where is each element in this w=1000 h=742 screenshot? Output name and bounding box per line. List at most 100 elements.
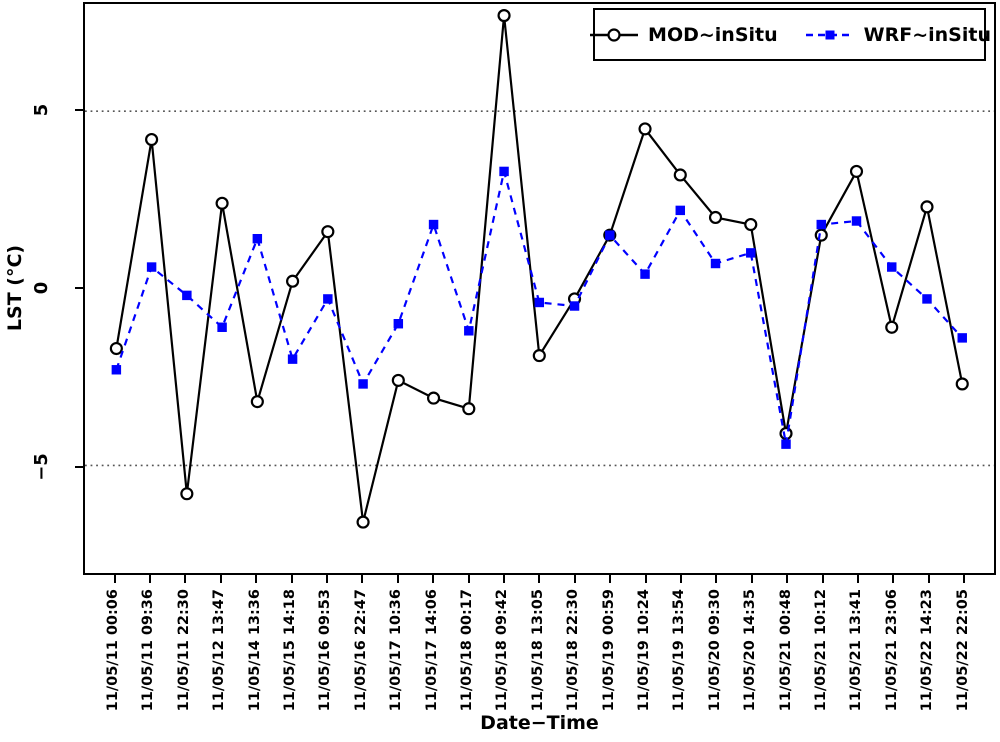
y-axis-label: −5	[31, 452, 52, 481]
x-axis-tick	[290, 575, 293, 583]
x-axis-tick	[573, 575, 576, 583]
x-axis-label: 11/05/14 13:36	[246, 589, 263, 712]
legend-sample-mod	[588, 26, 640, 44]
legend: MOD~inSitu WRF~inSitu	[590, 8, 991, 61]
x-axis-label: 11/05/15 14:18	[282, 589, 298, 712]
mod-marker	[849, 164, 864, 178]
wrf-marker	[569, 301, 580, 311]
wrf-marker	[464, 326, 474, 336]
mod-line	[115, 15, 964, 523]
wrf-marker	[710, 258, 721, 269]
wrf-marker	[252, 233, 263, 244]
x-axis-label: 11/05/19 10:24	[636, 589, 652, 712]
mod-marker	[145, 132, 159, 147]
mod-marker	[497, 9, 511, 23]
wrf-marker	[358, 379, 368, 389]
x-axis-label: 11/05/18 13:05	[529, 589, 546, 712]
wrf-marker	[640, 269, 650, 279]
wrf-marker	[428, 219, 439, 230]
mod-marker	[532, 349, 546, 363]
wrf-marker	[851, 216, 862, 226]
y-axis-title: LST (°C)	[4, 244, 26, 332]
y-axis-tick	[75, 287, 83, 290]
mod-marker	[885, 320, 899, 334]
x-axis-label: 11/05/22 14:23	[919, 589, 936, 712]
wrf-dash-square-icon	[805, 30, 854, 39]
wrf-marker	[287, 354, 298, 364]
wrf-marker	[781, 439, 791, 449]
x-axis-tick	[786, 575, 789, 583]
x-axis-label: 11/05/21 23:06	[883, 589, 900, 712]
x-axis-tick	[361, 575, 364, 583]
x-axis-tick	[927, 575, 930, 583]
mod-marker	[356, 515, 370, 529]
x-axis-tick	[856, 575, 859, 583]
wrf-marker	[217, 322, 227, 332]
wrf-marker	[499, 166, 509, 177]
mod-marker	[215, 196, 229, 210]
mod-marker	[180, 487, 194, 501]
mod-marker	[744, 217, 758, 232]
legend-label-wrf: WRF~inSitu	[863, 23, 991, 46]
x-axis-tick	[821, 575, 824, 583]
plot-area	[83, 2, 996, 575]
legend-label-mod: MOD~inSitu	[648, 23, 778, 46]
legend-sample-wrf	[804, 26, 856, 44]
wrf-marker	[182, 290, 192, 301]
x-axis-tick	[538, 575, 541, 583]
x-axis-label: 11/05/19 13:54	[671, 589, 688, 712]
mod-line-circle-icon	[590, 27, 639, 42]
x-axis-label: 11/05/18 22:30	[565, 589, 582, 712]
wrf-marker	[111, 365, 122, 375]
mod-marker	[638, 122, 652, 136]
x-axis-tick	[750, 575, 753, 583]
x-axis-tick	[255, 575, 258, 583]
x-axis-label: 11/05/18 09:42	[494, 589, 511, 712]
x-axis-label: 11/05/22 22:05	[954, 589, 971, 712]
wrf-marker	[957, 333, 967, 343]
x-axis-tick	[644, 575, 647, 583]
x-axis-tick	[113, 575, 116, 583]
x-axis-tick	[148, 575, 151, 583]
wrf-marker	[534, 297, 545, 308]
y-axis-tick	[75, 465, 83, 468]
x-axis-tick	[396, 575, 399, 583]
x-axis-label: 11/05/20 09:30	[706, 589, 723, 712]
y-axis-label: 0	[31, 282, 52, 295]
x-axis-label: 11/05/17 10:36	[388, 589, 405, 712]
x-axis-label: 11/05/16 22:47	[352, 589, 369, 712]
wrf-marker	[675, 205, 686, 216]
mod-marker	[673, 168, 687, 182]
wrf-marker	[887, 262, 897, 272]
mod-marker	[250, 395, 264, 409]
mod-marker	[321, 225, 335, 239]
x-axis-tick	[715, 575, 718, 583]
x-axis-tick	[219, 575, 222, 583]
mod-marker	[109, 341, 123, 356]
wrf-line	[115, 171, 964, 445]
x-axis-label: 11/05/18 00:17	[459, 589, 475, 712]
mod-marker	[920, 200, 934, 214]
mod-marker	[955, 377, 969, 391]
x-axis-title: Date−Time	[480, 712, 599, 734]
x-axis-tick	[609, 575, 612, 583]
mod-marker	[426, 391, 441, 405]
wrf-marker	[605, 230, 615, 240]
x-axis-label: 11/05/16 09:53	[317, 589, 334, 712]
x-axis-label: 11/05/21 13:41	[848, 589, 865, 712]
x-axis-tick	[963, 575, 966, 583]
wrf-marker	[393, 319, 404, 329]
x-axis-label: 11/05/12 13:47	[211, 589, 228, 712]
x-axis-tick	[325, 575, 328, 583]
y-axis-label: 5	[31, 103, 52, 117]
wrf-marker	[746, 248, 756, 258]
chart-canvas	[85, 9, 994, 529]
wrf-marker	[146, 262, 157, 272]
x-axis-label: 11/05/11 09:36	[140, 589, 157, 712]
x-axis-tick	[679, 575, 682, 583]
wrf-marker	[323, 294, 333, 304]
x-axis-tick	[892, 575, 895, 583]
y-axis-tick	[75, 108, 83, 111]
mod-marker	[286, 274, 300, 288]
